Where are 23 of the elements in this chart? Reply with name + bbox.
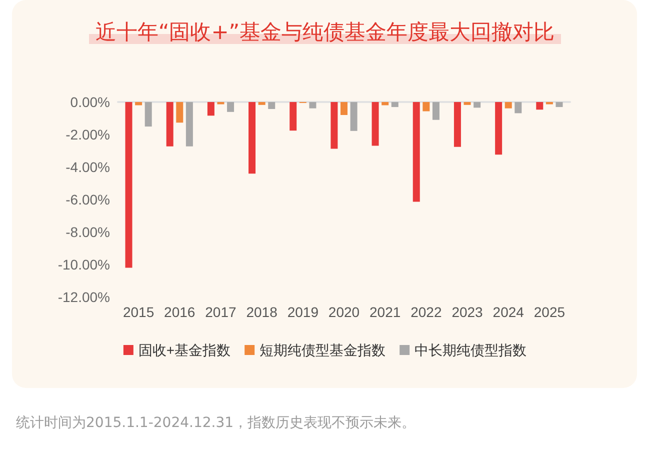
x-tick-label: 2024: [492, 304, 524, 320]
x-tick-label: 2019: [287, 304, 319, 320]
legend-label: 短期纯债型基金指数: [260, 342, 386, 358]
y-tick-label: -10.00%: [58, 256, 110, 272]
text: 统计时间为2015.1.1-2024.12.31，指数历史表现不预示未来。: [16, 414, 416, 432]
y-tick-label: -4.00%: [66, 159, 110, 175]
x-tick-label: 2025: [534, 304, 566, 320]
y-tick-label: 0.00%: [70, 94, 110, 110]
chart-title: 近十年“固收+”基金与纯债基金年度最大回撤对比: [89, 20, 561, 44]
y-tick-label: -8.00%: [66, 224, 110, 240]
y-tick-label: -2.00%: [66, 126, 110, 142]
y-tick-label: -12.00%: [58, 289, 110, 305]
x-tick-label: 2023: [452, 304, 484, 320]
legend-label: 中长期纯债型指数: [414, 342, 527, 358]
x-tick-label: 2022: [410, 304, 442, 320]
legend-label: 固收+基金指数: [138, 342, 231, 358]
x-tick-label: 2021: [370, 304, 401, 320]
y-tick-label: -6.00%: [66, 192, 110, 208]
x-tick-label: 2020: [328, 304, 360, 320]
x-tick-label: 2015: [122, 304, 154, 320]
x-tick-label: 2016: [164, 304, 196, 320]
x-tick-label: 2017: [205, 304, 237, 320]
x-tick-label: 2018: [246, 304, 278, 320]
